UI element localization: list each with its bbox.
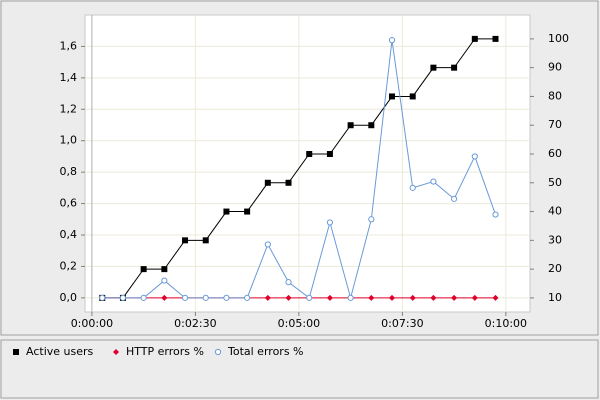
- y-tick-label: 0,4: [60, 228, 78, 241]
- y2-tick-label: 10: [548, 291, 562, 304]
- point: [471, 153, 478, 160]
- point: [119, 294, 127, 301]
- y-tick-label: 0,2: [60, 259, 78, 272]
- point: [264, 179, 271, 186]
- point: [409, 294, 416, 301]
- point: [99, 294, 106, 301]
- point: [451, 64, 458, 71]
- point: [471, 35, 478, 42]
- point: [368, 294, 375, 301]
- y2-tick-label: 20: [548, 262, 562, 275]
- x-tick-label: 0:00:00: [71, 317, 113, 330]
- point: [326, 151, 333, 158]
- point: [368, 216, 375, 223]
- point: [492, 211, 499, 218]
- point: [264, 294, 271, 301]
- point: [430, 64, 437, 71]
- point: [347, 122, 354, 129]
- point: [326, 219, 334, 226]
- y-tick-label: 1,6: [60, 39, 78, 52]
- point: [264, 241, 271, 248]
- point: [202, 294, 209, 301]
- point: [471, 294, 478, 301]
- y-tick-label: 0,0: [60, 291, 78, 304]
- y2-tick-label: 50: [548, 176, 562, 189]
- point: [368, 122, 375, 129]
- x-tick-label: 0:07:30: [381, 317, 423, 330]
- series-line: [102, 38, 496, 299]
- legend-label: Total errors %: [227, 345, 304, 358]
- y2-tick-label: 60: [548, 147, 562, 160]
- y-tick-label: 1,2: [60, 102, 78, 115]
- point: [430, 294, 437, 301]
- point: [409, 93, 416, 100]
- point: [389, 294, 396, 301]
- point: [182, 237, 189, 244]
- point: [202, 237, 209, 244]
- point: [223, 294, 230, 301]
- point: [223, 208, 230, 215]
- y-tick-label: 1,0: [60, 134, 78, 147]
- point: [347, 294, 354, 301]
- point: [285, 294, 292, 301]
- legend-icon: [214, 348, 222, 356]
- y2-tick-label: 80: [548, 89, 562, 102]
- x-tick-label: 0:05:00: [278, 317, 320, 330]
- y-tick-label: 1,4: [60, 71, 78, 84]
- point: [492, 294, 499, 301]
- y-tick-label: 0,6: [60, 197, 78, 210]
- point: [140, 294, 147, 301]
- point: [430, 178, 437, 185]
- point: [140, 266, 147, 273]
- x-tick-label: 0:02:30: [174, 317, 216, 330]
- point: [409, 184, 416, 191]
- x-tick-label: 0:10:00: [485, 317, 527, 330]
- point: [161, 266, 168, 273]
- plot-area: [84, 14, 531, 313]
- point: [388, 37, 396, 44]
- y2-tick-label: 90: [548, 61, 562, 74]
- point: [451, 195, 458, 202]
- legend-label: HTTP errors %: [126, 345, 204, 358]
- legend-icon: [13, 349, 19, 355]
- point: [492, 35, 499, 42]
- point: [389, 93, 396, 100]
- legend-icon: [113, 349, 119, 355]
- point: [451, 294, 458, 301]
- legend-label: Active users: [26, 345, 94, 358]
- legend-panel: [0, 339, 599, 399]
- point: [161, 294, 168, 301]
- y-tick-label: 0,8: [60, 165, 78, 178]
- series-line: [102, 40, 496, 300]
- point: [161, 277, 168, 284]
- point: [306, 151, 313, 158]
- point: [285, 279, 292, 286]
- point: [326, 294, 333, 301]
- y2-tick-label: 30: [548, 233, 562, 246]
- point: [181, 294, 189, 301]
- point: [244, 208, 251, 215]
- y2-tick-label: 70: [548, 118, 562, 131]
- point: [285, 179, 292, 186]
- y2-tick-label: 40: [548, 205, 562, 218]
- y2-tick-label: 100: [548, 32, 569, 45]
- point: [244, 294, 251, 301]
- point: [306, 294, 313, 301]
